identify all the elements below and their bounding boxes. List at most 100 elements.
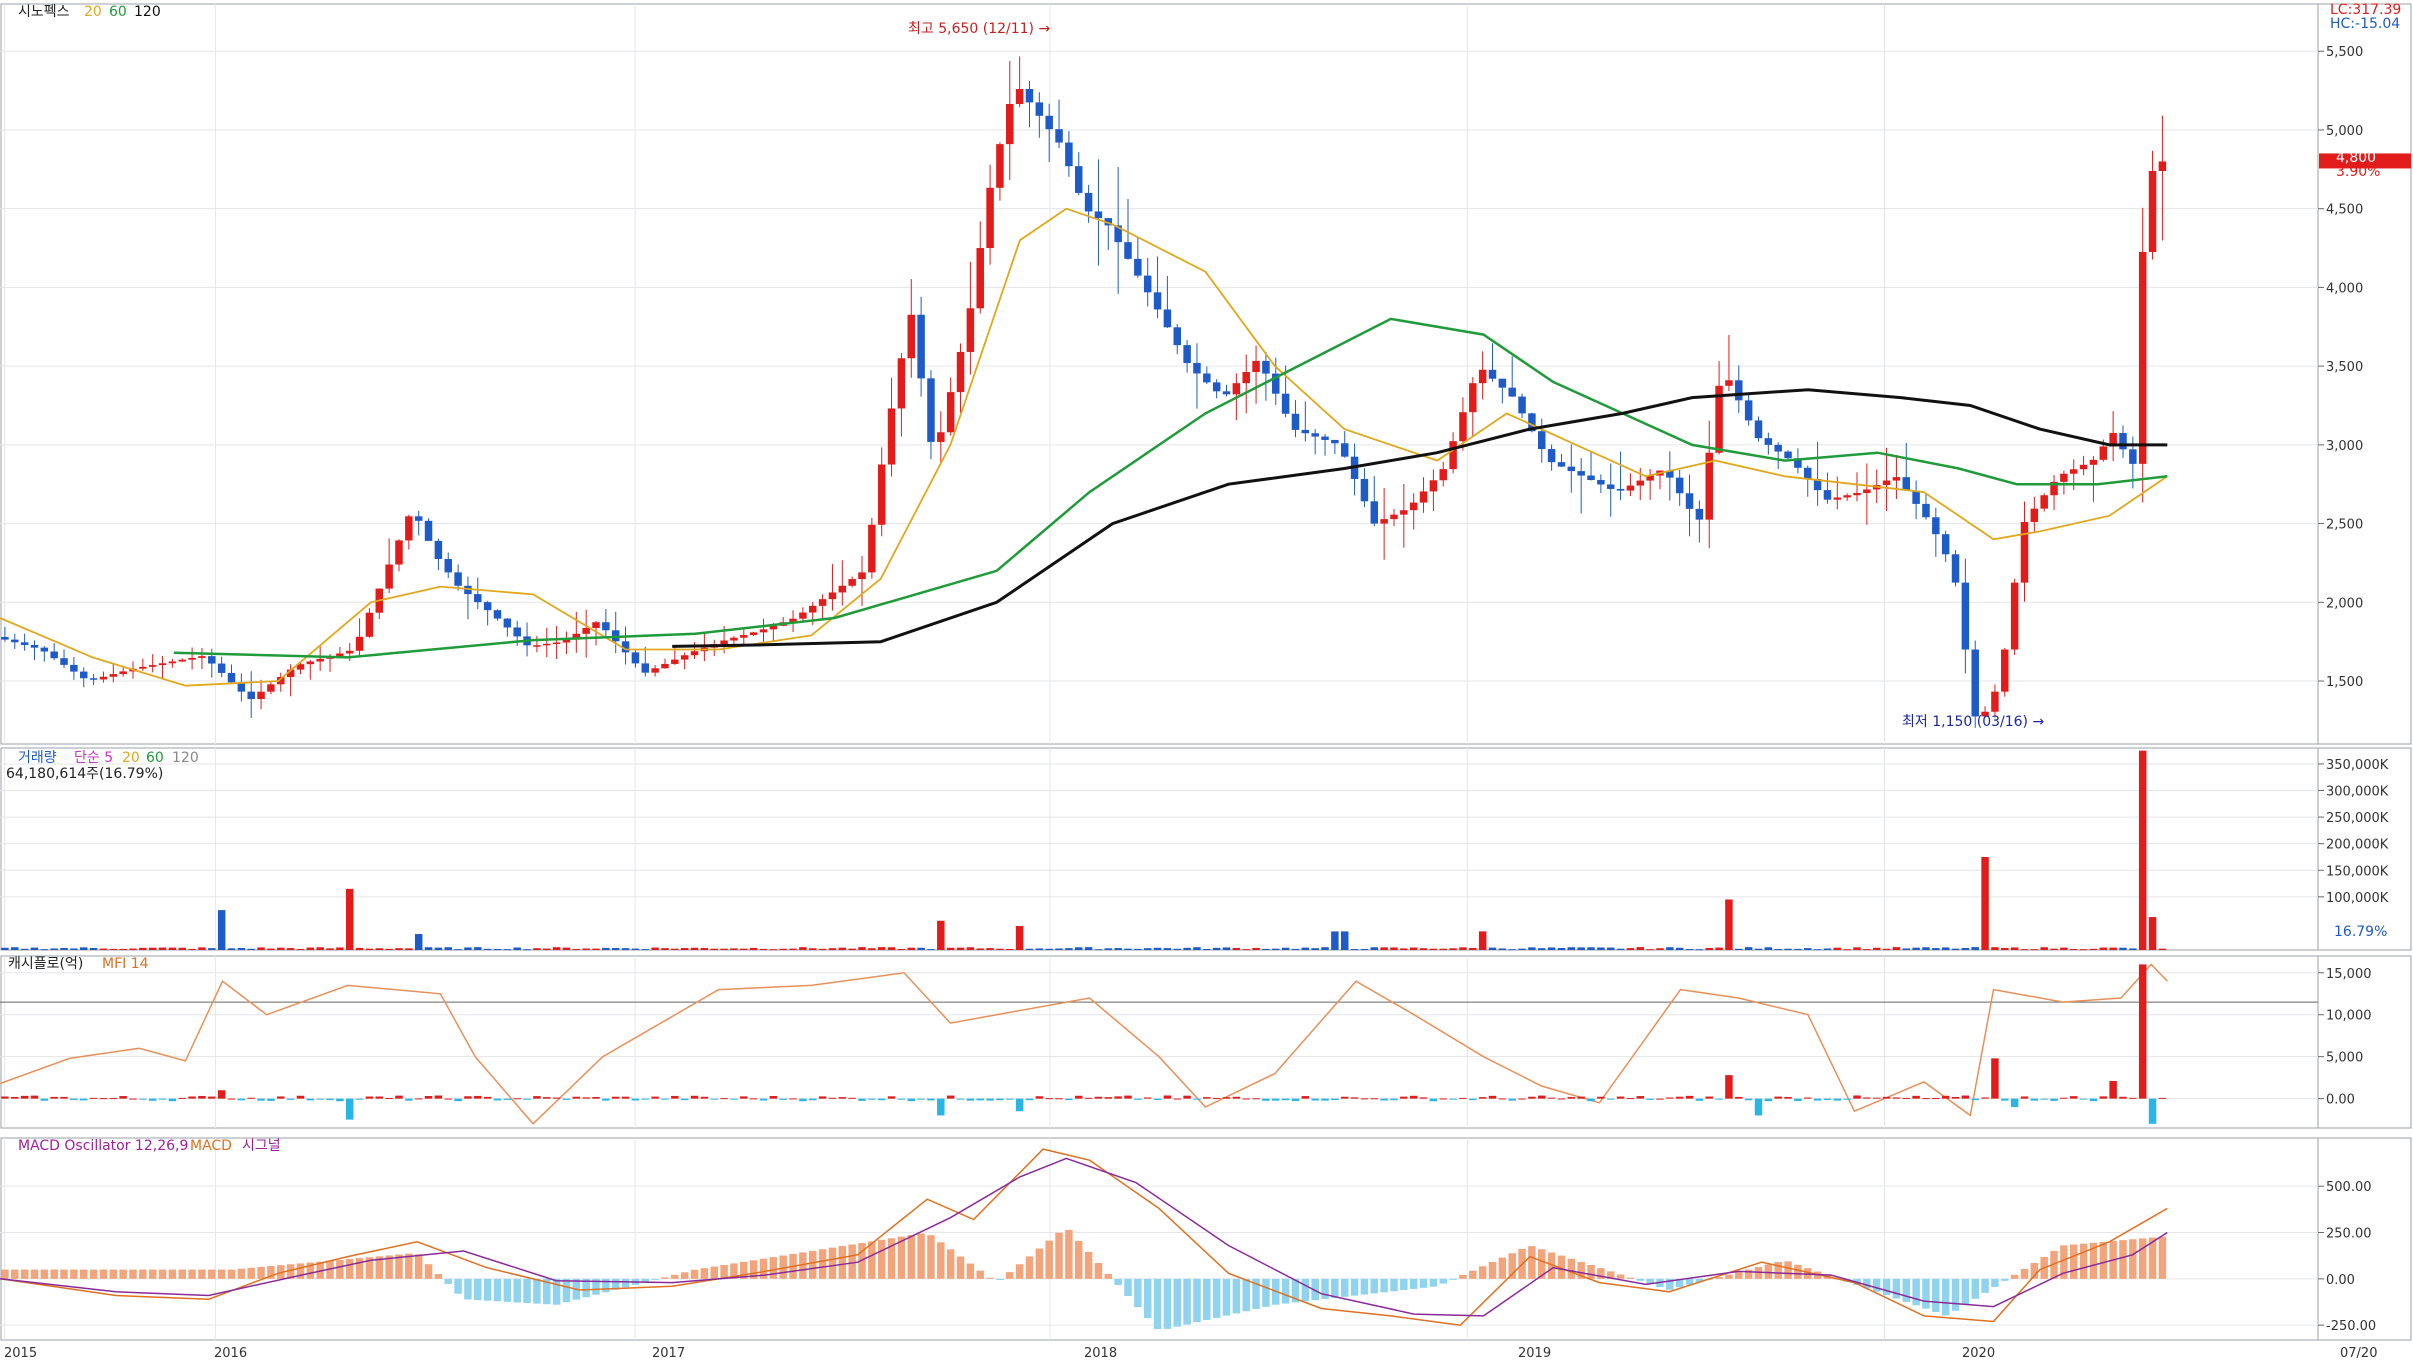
- macd-oscillator-bar: [1114, 1278, 1122, 1286]
- candle-body: [227, 672, 236, 683]
- volume-bar: [50, 948, 58, 950]
- candle-body: [1922, 503, 1930, 518]
- price-tick-label: 3,000: [2326, 439, 2363, 454]
- cashflow-bar: [2020, 1096, 2029, 1099]
- volume-bar: [651, 947, 659, 950]
- candle-body: [1409, 502, 1418, 511]
- cashflow-bar: [1744, 1098, 1753, 1101]
- macd-oscillator-bar: [996, 1278, 1004, 1281]
- cashflow-bar: [1892, 1097, 1901, 1099]
- macd-oscillator-bar: [1587, 1265, 1595, 1279]
- cashflow-tick-label: 0.00: [2326, 1093, 2355, 1108]
- candle-body: [1331, 439, 1339, 444]
- macd-oscillator-bar: [1961, 1278, 1970, 1305]
- cashflow-bar: [1784, 1096, 1792, 1099]
- candle-body: [1203, 373, 1211, 383]
- cashflow-bar: [1971, 1098, 1979, 1101]
- volume-bar: [631, 948, 640, 950]
- volume-bar: [1203, 949, 1211, 951]
- candle-body: [99, 676, 108, 680]
- volume-bar: [956, 947, 965, 950]
- candle-body: [1124, 242, 1132, 259]
- candle-body: [946, 392, 955, 433]
- candle-body: [345, 650, 354, 654]
- volume-bar: [1311, 948, 1319, 950]
- volume-bar: [474, 947, 482, 950]
- candle-body: [1902, 477, 1911, 491]
- volume-bar: [1754, 948, 1763, 950]
- volume-bar: [1074, 947, 1083, 950]
- macd-oscillator-bar: [375, 1256, 384, 1279]
- volume-bar: [296, 948, 305, 950]
- cashflow-bar: [464, 1096, 472, 1099]
- macd-oscillator-bar: [1538, 1249, 1546, 1279]
- cashflow-bar: [1380, 1098, 1388, 1101]
- price-panel: 1,500 2,000 2,500 3,000 3,500 4,000 4,500 5,000…: [0, 45, 2411, 728]
- macd-oscillator-bar: [1409, 1278, 1418, 1289]
- macd-oscillator-bar: [1035, 1248, 1044, 1279]
- volume-bar: [1183, 947, 1191, 950]
- volume-bar: [1971, 947, 1979, 950]
- volume-bar: [1626, 948, 1635, 950]
- cashflow-bar: [1774, 1096, 1782, 1099]
- candle-body: [20, 642, 29, 645]
- cashflow-bar: [1301, 1096, 1310, 1099]
- macd-oscillator-bar: [1281, 1278, 1290, 1304]
- volume-bar: [89, 947, 98, 950]
- candle-body: [1183, 345, 1191, 363]
- cashflow-bar: [1193, 1098, 1201, 1100]
- macd-oscillator-bar: [799, 1252, 807, 1279]
- volume-bar: [523, 949, 531, 951]
- cashflow-bar: [1951, 1096, 1960, 1099]
- candle-body: [1833, 497, 1842, 500]
- macd-oscillator-bar: [779, 1255, 787, 1279]
- volume-bar: [1951, 948, 1960, 950]
- volume-bar: [897, 948, 906, 950]
- volume-bar: [1331, 931, 1339, 950]
- cashflow-bar: [1794, 1098, 1802, 1102]
- candle-body: [749, 632, 758, 636]
- volume-bar: [1685, 949, 1694, 951]
- candle-body: [720, 640, 728, 645]
- volume-bar: [227, 948, 236, 950]
- candle-body: [1281, 393, 1290, 414]
- candle-body: [79, 671, 88, 679]
- candle-body: [1291, 413, 1300, 430]
- volume-bar: [572, 948, 581, 950]
- candle-body: [671, 659, 679, 664]
- macd-oscillator-bar: [1429, 1278, 1438, 1287]
- volume-bar: [2030, 949, 2039, 951]
- volume-bar: [1390, 947, 1398, 950]
- volume-bar: [286, 948, 295, 950]
- cashflow-bar: [483, 1096, 492, 1099]
- volume-bar: [395, 948, 403, 950]
- macd-oscillator-bar: [1794, 1264, 1802, 1279]
- macd-oscillator-bar: [769, 1257, 778, 1279]
- macd-oscillator-bar: [119, 1269, 127, 1279]
- candle-body: [1538, 431, 1546, 450]
- volume-bar: [1291, 948, 1300, 950]
- volume-bar: [1035, 948, 1044, 950]
- cashflow-bar: [1203, 1097, 1211, 1099]
- candle-body: [1587, 475, 1595, 481]
- macd-oscillator-bar: [1370, 1278, 1379, 1294]
- volume-bar: [877, 947, 886, 950]
- cashflow-bar: [1863, 1097, 1871, 1099]
- cashflow-bar: [1922, 1098, 1930, 1100]
- macd-oscillator-bar: [257, 1266, 265, 1279]
- candle-body: [789, 618, 797, 623]
- cashflow-bar: [198, 1095, 206, 1099]
- candle-body: [602, 622, 610, 631]
- cashflow-bar: [1981, 1097, 1989, 1099]
- candle-body: [2010, 582, 2019, 650]
- macd-oscillator-bar: [1065, 1229, 1073, 1279]
- volume-bar: [1547, 947, 1556, 950]
- cashflow-bar: [316, 1098, 324, 1100]
- stock-name-label[interactable]: 시노펙스: [18, 4, 70, 20]
- candle-body: [1321, 436, 1329, 440]
- volume-bar: [2060, 947, 2068, 950]
- candle-body: [257, 691, 265, 700]
- candle-body: [208, 656, 216, 664]
- candle-body: [956, 351, 965, 393]
- candle-body: [385, 564, 393, 589]
